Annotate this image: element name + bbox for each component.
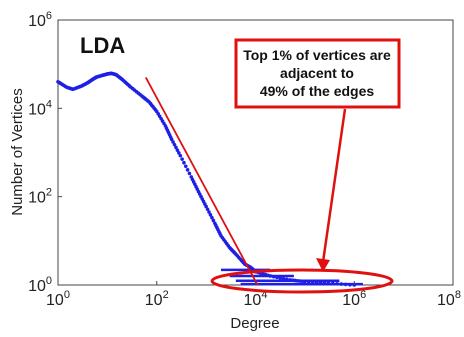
x-axis-title: Degree bbox=[230, 315, 279, 332]
data-point bbox=[178, 153, 183, 158]
annotation-line-1: Top 1% of vertices are bbox=[243, 47, 391, 63]
annotation-arrow-line bbox=[321, 108, 347, 263]
annotation-arrow-head bbox=[316, 258, 330, 272]
x-tick-label: 108 bbox=[437, 289, 461, 309]
data-point bbox=[169, 137, 174, 141]
annotation-line-3: 49% of the edges bbox=[260, 83, 375, 99]
data-point bbox=[207, 210, 211, 214]
y-axis-title: Number of Vertices bbox=[9, 88, 26, 216]
y-tick-label: 100 bbox=[28, 275, 52, 295]
data-point bbox=[180, 157, 184, 161]
data-point bbox=[183, 164, 188, 169]
data-point bbox=[174, 145, 178, 150]
data-point bbox=[208, 213, 213, 217]
annotation-line-2: adjacent to bbox=[280, 65, 354, 81]
data-point bbox=[211, 218, 216, 223]
data-point bbox=[204, 204, 208, 209]
data-point bbox=[185, 168, 190, 172]
data-point bbox=[187, 171, 192, 176]
tick-group: 100 102 104 106 108 100 102 104 106 bbox=[28, 10, 461, 309]
panel-label: LDA bbox=[80, 33, 125, 58]
data-point bbox=[182, 160, 186, 165]
data-point bbox=[205, 207, 210, 212]
data-point bbox=[210, 215, 214, 220]
x-tick-label: 106 bbox=[342, 289, 366, 309]
data-point bbox=[175, 148, 180, 152]
y-tick-label: 104 bbox=[28, 98, 52, 118]
tail-highlight-ellipse bbox=[210, 268, 394, 294]
fit-line-group bbox=[145, 77, 259, 286]
x-tick-label: 102 bbox=[145, 289, 169, 309]
annotation-box bbox=[234, 38, 401, 109]
data-point bbox=[171, 140, 175, 144]
data-point bbox=[172, 142, 177, 147]
x-tick-label: 100 bbox=[46, 289, 70, 309]
power-law-fit-line bbox=[145, 77, 259, 286]
data-point bbox=[177, 151, 181, 155]
y-tick-label: 106 bbox=[28, 10, 52, 30]
y-tick-label: 102 bbox=[28, 187, 52, 207]
x-tick-label: 104 bbox=[244, 289, 268, 309]
